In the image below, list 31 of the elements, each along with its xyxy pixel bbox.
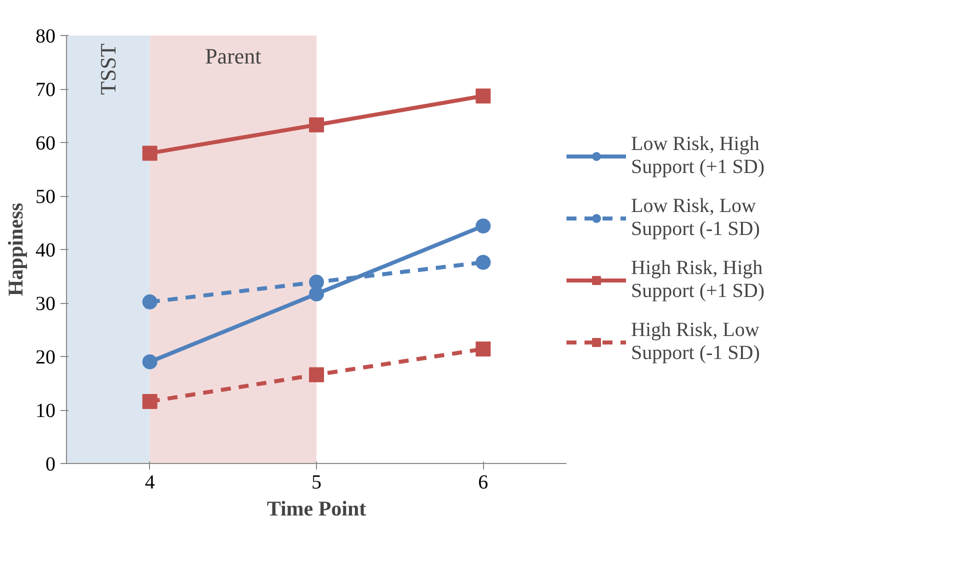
y-tick-label: 20: [36, 346, 56, 368]
legend-label: High Risk, Low Support (-1 SD): [631, 318, 760, 366]
y-tick-label: 60: [36, 132, 56, 154]
point: [309, 274, 324, 290]
point: [142, 354, 158, 370]
point: [476, 218, 491, 234]
x-axis-title: Time Point: [266, 496, 366, 520]
x-tick-label: 6: [478, 472, 488, 494]
point: [476, 88, 491, 104]
point: [476, 254, 491, 270]
point: [309, 117, 324, 132]
x-tick-label: 5: [312, 472, 322, 494]
y-tick-label: 10: [36, 400, 56, 422]
legend-label: Low Risk, Low Support (-1 SD): [631, 194, 760, 242]
legend-label: High Risk, High Support (+1 SD): [631, 256, 765, 304]
point: [309, 367, 324, 382]
point: [476, 342, 491, 357]
y-axis-title: Happiness: [4, 202, 28, 296]
y-tick-label: 40: [36, 240, 56, 262]
y-tick-label: 30: [36, 293, 56, 315]
y-tick-label: 50: [36, 186, 56, 208]
x-tick-label: 4: [144, 472, 155, 494]
y-tick-label: 80: [36, 26, 56, 48]
y-tick-label: 70: [36, 79, 56, 101]
band-label: Parent: [205, 44, 262, 68]
point: [142, 294, 158, 310]
point: [142, 146, 158, 161]
legend-label: Low Risk, High Support (+1 SD): [631, 132, 765, 180]
point: [142, 394, 158, 409]
band-label: TSST: [96, 42, 121, 95]
y-tick-label: 0: [46, 454, 56, 476]
